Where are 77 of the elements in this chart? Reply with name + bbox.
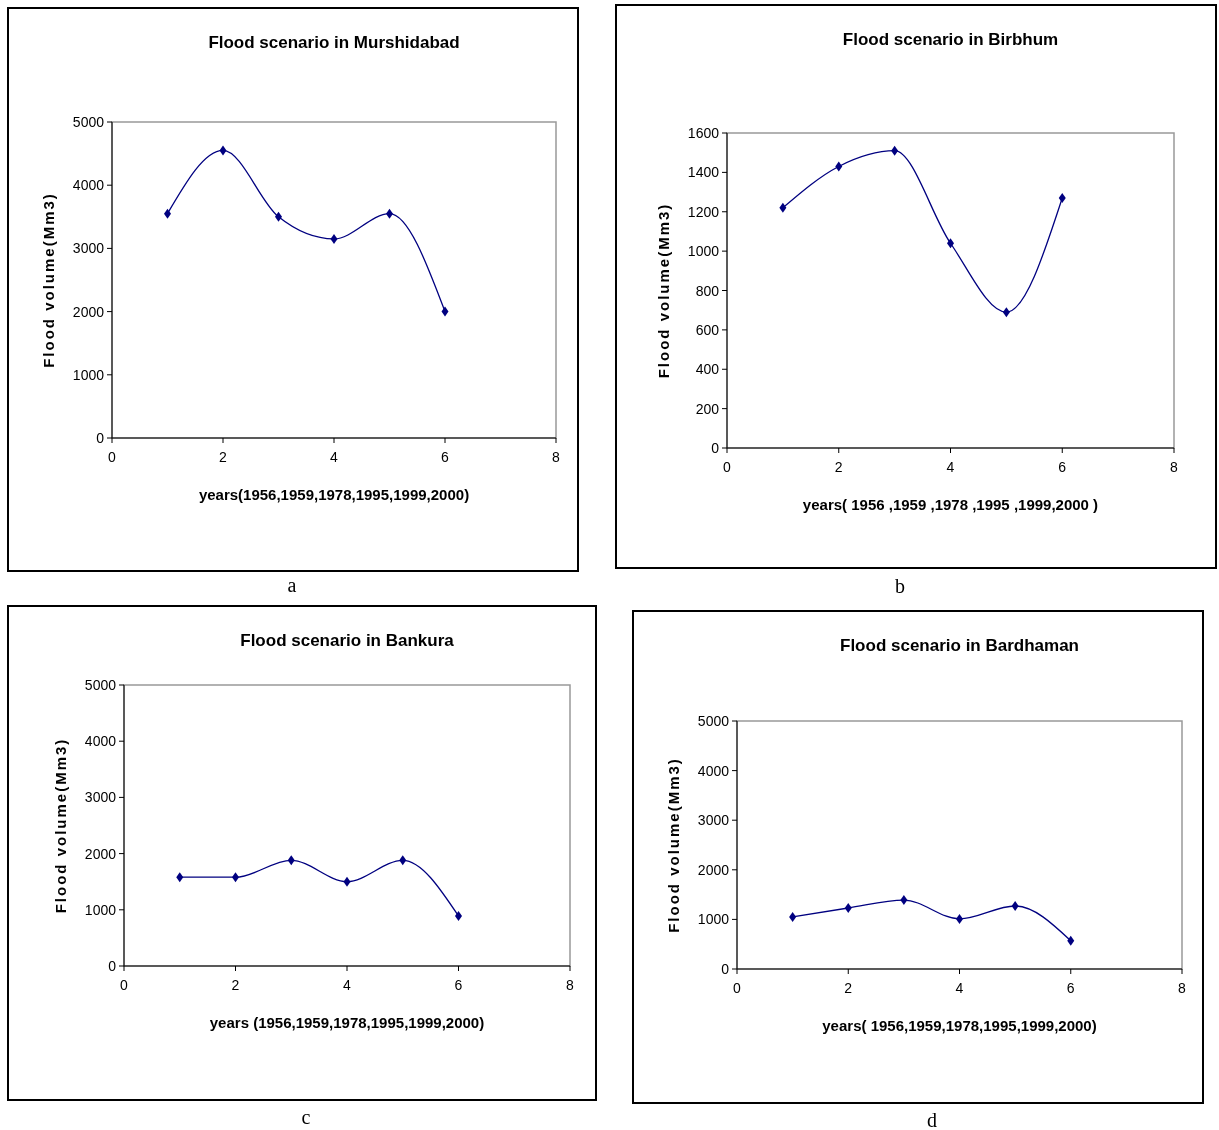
point [900,895,908,906]
x-axis-title: years(1956,1959,1978,1995,1999,2000) [198,486,470,503]
point [1067,935,1075,946]
y-tick-label: 800 [695,282,720,299]
x-tick-label: 4 [946,459,955,475]
y-tick-label: 3000 [697,812,730,829]
text: a [287,574,297,596]
x-axis-title: years( 1956 ,1959 ,1978 ,1995 ,1999,2000 ) [802,496,1099,513]
x-axis-title: years( 1956,1959,1978,1995,1999,2000) [822,1017,1097,1034]
y-axis-title: Flood volume(Mm3) [655,202,672,379]
point [343,876,351,887]
chart-title: Flood scenario in Bardhaman [840,636,1079,655]
y-tick-label: 1200 [687,203,720,220]
y-tick-label: 400 [695,361,720,378]
y-tick-label: 2000 [72,303,105,320]
y-tick-label: 3000 [84,789,117,806]
y-tick-label: 1000 [84,901,117,918]
point [399,855,407,866]
y-tick-label: 1000 [697,911,730,928]
x-tick-label: 8 [552,449,561,465]
y-tick-label: 5000 [84,677,117,693]
y-tick-label: 4000 [72,177,105,194]
x-tick-label: 2 [231,977,240,993]
point [287,855,295,866]
y-tick-label: 3000 [72,240,105,257]
x-tick-label: 4 [330,449,339,465]
y-tick-label: 1400 [687,164,720,181]
y-tick-label: 2000 [697,861,730,878]
point [330,233,338,244]
x-tick-label: 4 [955,980,964,996]
point [1002,307,1010,318]
x-tick-label: 2 [219,449,228,465]
point [835,161,843,172]
y-tick-label: 1000 [687,243,720,260]
point [1011,901,1019,912]
x-tick-label: 8 [566,977,575,993]
x-tick-label: 8 [1170,459,1179,475]
point [844,902,852,913]
x-tick-label: 0 [120,977,129,993]
x-tick-label: 6 [454,977,463,993]
chart-title: Flood scenario in Birbhum [842,30,1059,49]
y-tick-label: 4000 [84,733,117,750]
point [1058,192,1066,203]
y-tick-label: 600 [695,321,720,338]
y-tick-label: 1000 [72,366,105,383]
y-tick-label: 0 [96,430,105,446]
chart-title: Flood scenario in Murshidabad [208,33,460,52]
y-tick-label: 5000 [72,114,105,130]
point [176,872,184,883]
chart-title: Flood scenario in Bankura [240,631,455,650]
x-tick-label: 0 [733,980,742,996]
y-tick-label: 0 [108,958,117,974]
x-axis-title: years (1956,1959,1978,1995,1999,2000) [209,1014,485,1031]
point [779,202,787,213]
y-axis-title: Flood volume(Mm3) [40,192,57,368]
point [891,145,899,156]
point [441,306,449,317]
text: d [927,1109,937,1130]
x-tick-label: 2 [834,459,843,475]
y-tick-label: 5000 [697,713,730,729]
x-tick-label: 6 [441,449,450,465]
point [219,145,227,156]
y-tick-label: 4000 [697,762,730,779]
y-tick-label: 0 [721,961,730,977]
x-tick-label: 6 [1066,980,1075,996]
y-axis-title: Flood volume(Mm3) [52,737,69,914]
y-tick-label: 2000 [84,845,117,862]
x-tick-label: 6 [1058,459,1067,475]
text: b [895,575,905,597]
x-tick-label: 2 [844,980,853,996]
point [789,911,797,922]
text: c [301,1106,311,1128]
x-tick-label: 4 [343,977,352,993]
y-tick-label: 200 [695,400,720,417]
y-tick-label: 1600 [687,125,720,141]
y-axis-title: Flood volume(Mm3) [665,757,682,933]
x-tick-label: 8 [1178,980,1187,996]
